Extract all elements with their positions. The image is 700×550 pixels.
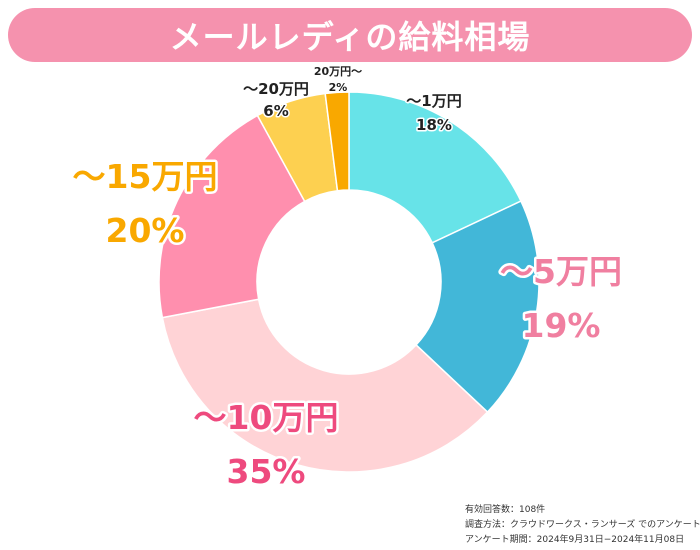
slice-1: [348, 91, 522, 244]
slice-value-2: 19%: [522, 306, 601, 345]
slice-3: [161, 298, 489, 473]
slice-label-4: 〜15万円: [73, 157, 218, 196]
slice-value-3: 35%: [227, 452, 306, 491]
slice-value-4: 20%: [106, 211, 185, 250]
slice-label-1: 〜1万円: [406, 92, 461, 110]
slice-value-6: 2%: [329, 81, 348, 94]
footnote-period: アンケート期間：2024年9月31日−2024年11月08日: [465, 535, 685, 545]
slice-label-2: 〜5万円: [500, 252, 622, 291]
slice-value-1: 18%: [416, 116, 452, 134]
chart-title: メールレディの給料相場: [169, 18, 531, 56]
survey-footnote: 有効回答数：108件 調査方法：クラウドワークス・ランサーズ でのアンケート ア…: [465, 503, 700, 548]
footnote-responses: 有効回答数：108件: [465, 505, 546, 515]
title-banner: メールレディの給料相場: [8, 8, 692, 62]
slice-label-5: 〜20万円: [243, 80, 309, 98]
slice-value-5: 6%: [263, 102, 288, 120]
slice-label-6: 20万円〜: [314, 65, 362, 78]
slice-2: [415, 200, 540, 414]
slice-4: [158, 114, 306, 319]
slice-label-3: 〜10万円: [194, 398, 339, 437]
footnote-method: 調査方法：クラウドワークス・ランサーズ でのアンケート: [465, 520, 700, 530]
slice-6: [324, 91, 350, 192]
